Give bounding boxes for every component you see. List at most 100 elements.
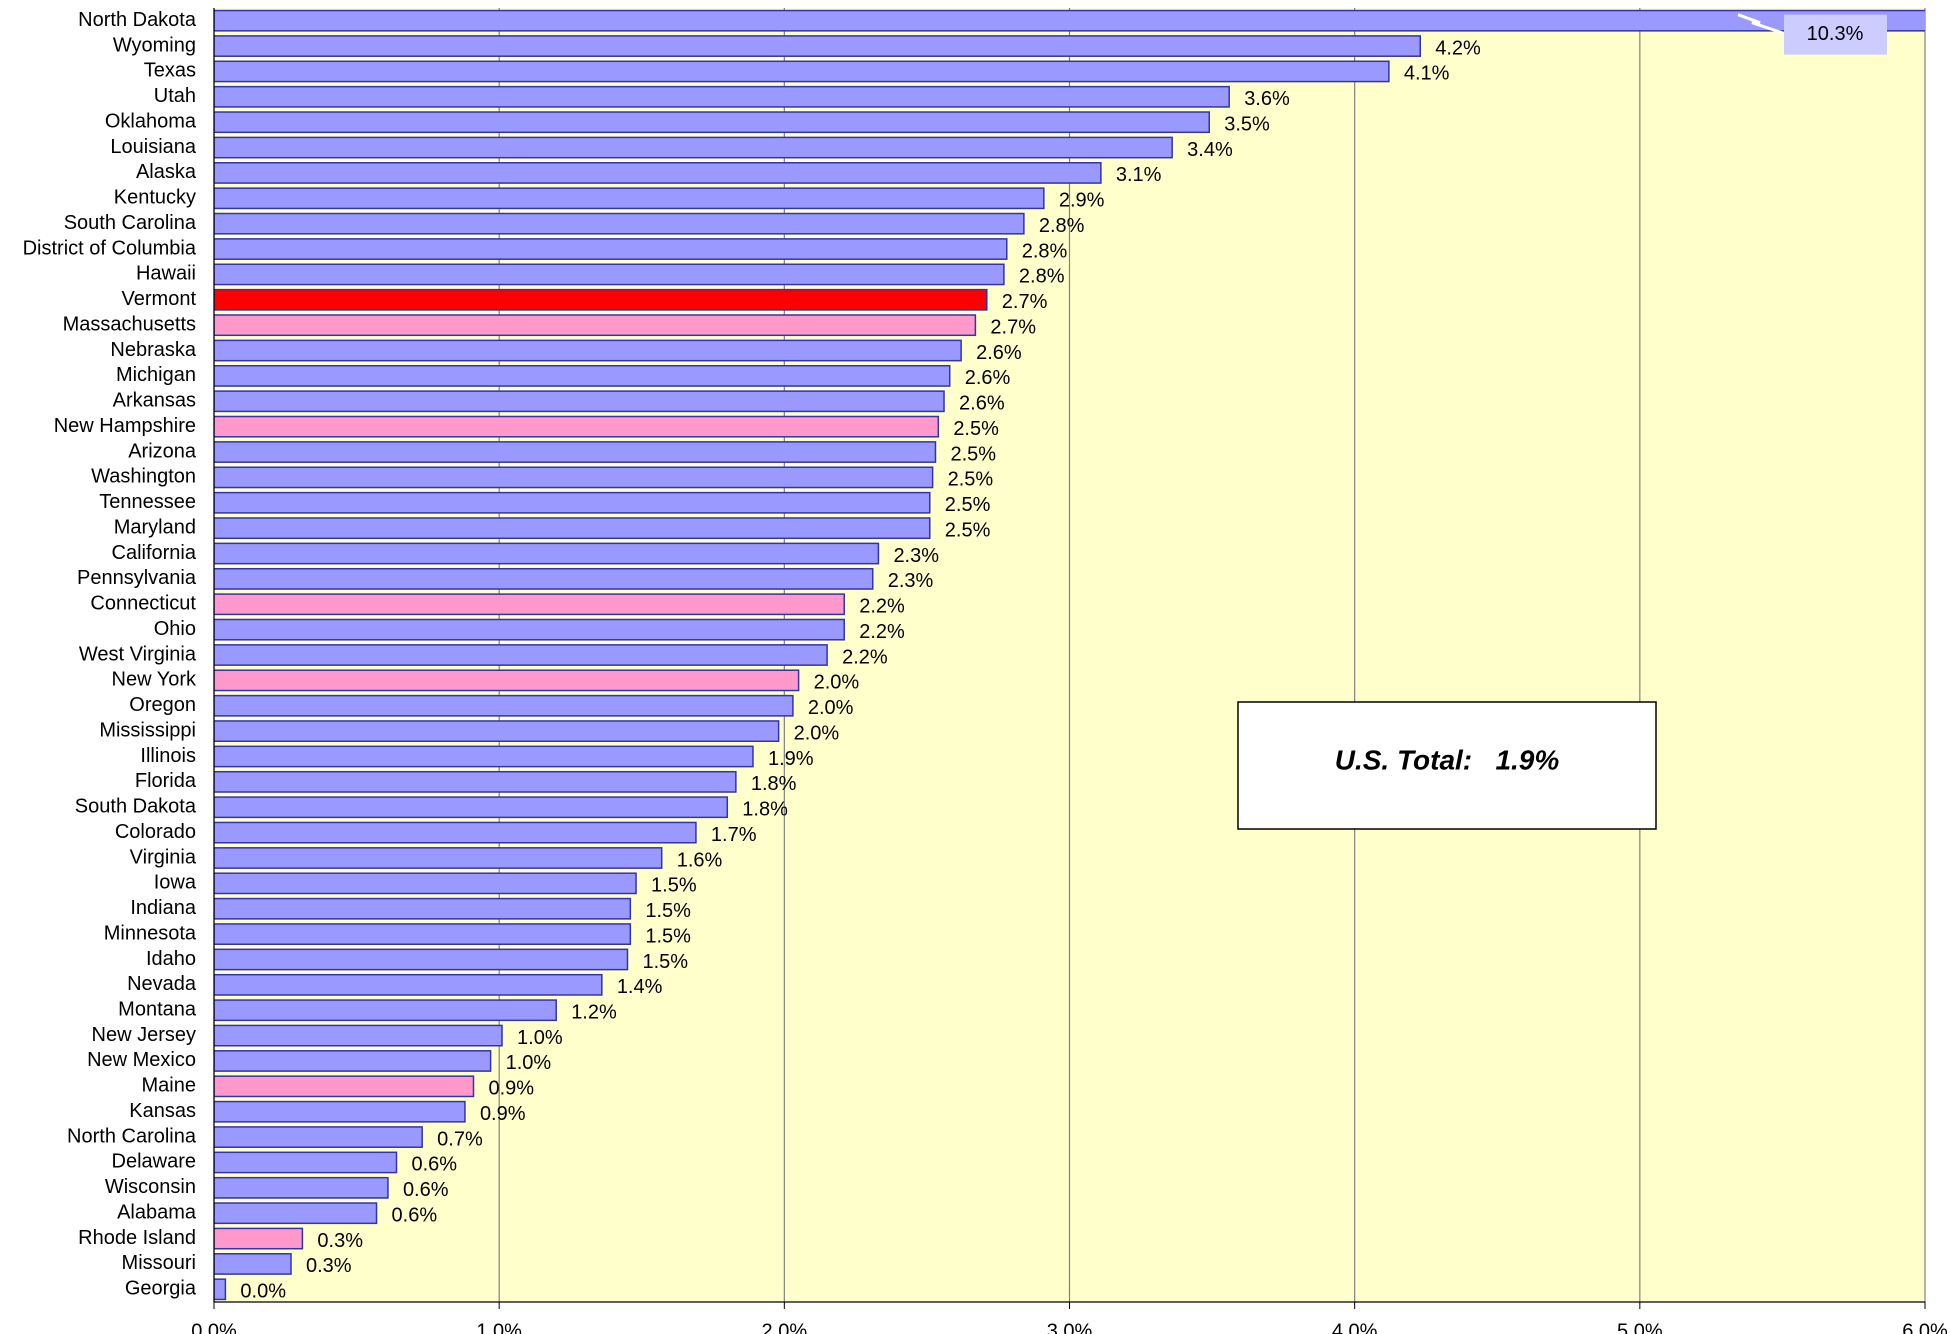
bar (214, 542, 880, 565)
value-label: 1.8% (751, 773, 797, 795)
value-label: 2.0% (794, 722, 840, 744)
bar (214, 1227, 304, 1250)
value-label: 1.5% (645, 900, 691, 922)
y-tick-label: California (112, 542, 197, 564)
y-tick-label: Idaho (146, 948, 196, 970)
bar (214, 669, 800, 692)
y-tick-label: Iowa (154, 872, 197, 894)
bar (214, 1151, 398, 1174)
bar (214, 238, 1008, 260)
bar (214, 847, 663, 869)
value-label: 2.5% (945, 519, 991, 541)
bar (214, 999, 557, 1022)
bar (214, 1050, 492, 1072)
bar (214, 415, 940, 438)
value-label: 2.0% (814, 672, 860, 694)
annotation: U.S. Total: 1.9% (1335, 744, 1560, 775)
value-label: 2.8% (1019, 266, 1065, 288)
value-label: 2.7% (990, 316, 1036, 338)
bar (214, 948, 629, 971)
y-tick-label: Arizona (128, 440, 197, 462)
y-tick-label: Delaware (112, 1151, 196, 1173)
bar (214, 390, 945, 413)
value-label: 1.8% (742, 799, 788, 821)
bar (214, 441, 937, 463)
x-tick-label: 0.0% (191, 1320, 237, 1334)
bar (214, 1024, 503, 1047)
y-tick-label: North Carolina (67, 1125, 197, 1147)
y-tick-label: Texas (144, 60, 196, 82)
bar (214, 821, 697, 844)
bar (214, 491, 931, 514)
value-label: 1.2% (571, 1001, 617, 1023)
bar (214, 136, 1173, 159)
bar (214, 745, 754, 768)
y-tick-label: Minnesota (104, 922, 197, 944)
y-tick-label: New Jersey (92, 1024, 196, 1046)
y-tick-label: Arkansas (113, 390, 196, 412)
break-mark (1737, 13, 1783, 35)
value-label: 2.6% (976, 342, 1022, 364)
bar (214, 923, 632, 945)
x-tick-label: 4.0% (1332, 1320, 1378, 1334)
value-label: 2.6% (965, 367, 1011, 389)
y-tick-label: Maine (142, 1075, 196, 1097)
bar (214, 162, 1102, 184)
y-tick-label: Mississippi (99, 719, 196, 741)
bar (214, 593, 845, 616)
y-tick-label: Nevada (127, 973, 197, 995)
bar (214, 212, 1025, 235)
value-label: 3.4% (1187, 139, 1233, 161)
y-tick-label: Tennessee (99, 491, 196, 513)
bar (214, 1100, 466, 1123)
value-label: 1.5% (645, 925, 691, 947)
y-tick-label: Connecticut (90, 593, 196, 615)
bar (214, 1202, 378, 1225)
y-tick-label: Ohio (154, 618, 196, 640)
y-tick-label: Hawaii (136, 263, 196, 285)
value-label: 2.5% (950, 443, 996, 465)
value-label: 0.9% (489, 1078, 535, 1100)
y-tick-label: Utah (154, 85, 196, 107)
x-tick-label: 6.0% (1902, 1320, 1948, 1334)
bar (214, 770, 737, 793)
y-tick-label: Alabama (117, 1201, 197, 1223)
bar (214, 1126, 423, 1148)
value-label: 1.9% (768, 748, 814, 770)
bar (214, 1253, 292, 1275)
bar (214, 720, 780, 743)
y-tick-label: Illinois (140, 745, 196, 767)
y-tick-label: Michigan (116, 364, 196, 386)
value-label: 2.7% (1002, 291, 1048, 313)
bar (214, 9, 1925, 32)
bar (214, 796, 729, 819)
value-label: 0.6% (403, 1179, 449, 1201)
bar (214, 288, 988, 311)
y-tick-label: New Hampshire (54, 415, 196, 437)
y-tick-label: Florida (135, 770, 197, 792)
y-tick-label: Nebraska (110, 339, 196, 361)
bar (214, 694, 794, 717)
value-label: 0.7% (437, 1128, 483, 1150)
value-label: 2.5% (953, 418, 999, 440)
bar (214, 111, 1210, 134)
bar (214, 365, 951, 387)
y-tick-label: Virginia (130, 846, 197, 868)
value-label: 2.2% (859, 621, 905, 643)
y-tick-label: Rhode Island (78, 1227, 196, 1249)
bar (214, 567, 874, 590)
bar (214, 263, 1005, 286)
y-tick-label: New Mexico (87, 1049, 196, 1071)
bar (214, 35, 1422, 57)
value-label: 0.3% (306, 1255, 352, 1277)
y-tick-label: Massachusetts (63, 313, 196, 335)
bar (214, 60, 1390, 83)
bar (214, 897, 632, 920)
y-tick-label: Colorado (115, 821, 196, 843)
y-tick-label: Kansas (129, 1100, 196, 1122)
bar (214, 314, 977, 337)
value-label: 1.0% (506, 1052, 552, 1074)
bar (214, 973, 603, 996)
value-label: 4.1% (1404, 63, 1450, 85)
